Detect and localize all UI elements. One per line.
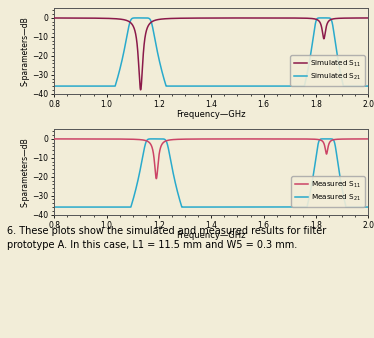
- Legend: Simulated S$_{11}$, Simulated S$_{21}$: Simulated S$_{11}$, Simulated S$_{21}$: [290, 55, 365, 86]
- Legend: Measured S$_{11}$, Measured S$_{21}$: Measured S$_{11}$, Measured S$_{21}$: [291, 176, 365, 207]
- X-axis label: Frequency—GHz: Frequency—GHz: [177, 231, 246, 240]
- Text: 6. These plots show the simulated and measured results for filter
prototype A. I: 6. These plots show the simulated and me…: [7, 226, 327, 250]
- Y-axis label: S-parameters—dB: S-parameters—dB: [20, 137, 29, 207]
- Y-axis label: S-parameters—dB: S-parameters—dB: [20, 16, 29, 86]
- X-axis label: Frequency—GHz: Frequency—GHz: [177, 110, 246, 119]
